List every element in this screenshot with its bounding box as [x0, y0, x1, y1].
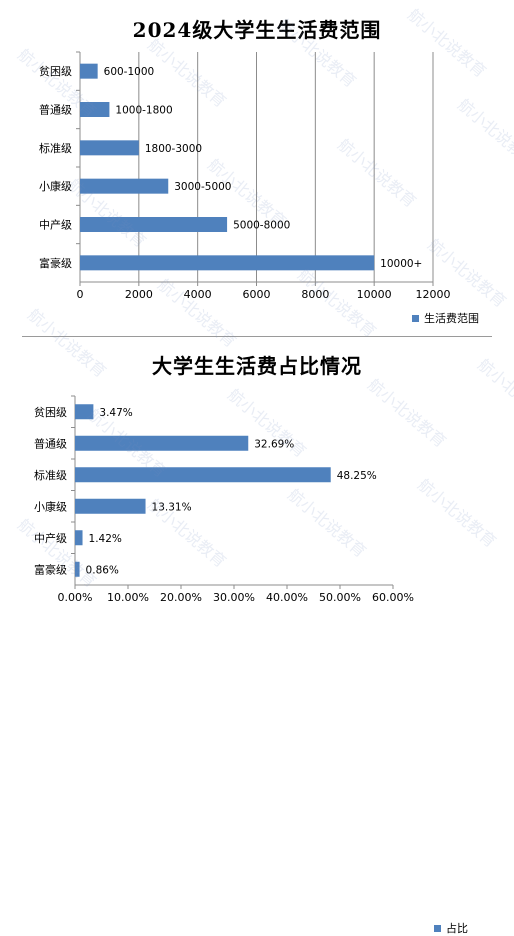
x-tick-label: 30.00%: [213, 591, 255, 604]
x-tick-label: 0.00%: [58, 591, 93, 604]
x-tick-label: 10.00%: [107, 591, 149, 604]
category-label: 标准级: [34, 468, 67, 482]
living-cost-range-plot: 0 2000 4000 6000 8000 10000 12000 贫困级 600-1000 普通…: [39, 51, 451, 301]
category-label: 贫困级: [34, 405, 67, 419]
x-tick-label: 20.00%: [160, 591, 202, 604]
category-label: 富豪级: [39, 256, 72, 270]
x-tick-label: 2000: [125, 288, 153, 301]
data-label: 1.42%: [89, 533, 122, 545]
x-tick-label: 60.00%: [372, 591, 414, 604]
chart-divider: [22, 336, 492, 337]
bar: [75, 404, 94, 420]
data-label: 0.86%: [86, 564, 119, 576]
category-label: 中产级: [34, 531, 67, 545]
data-label: 48.25%: [337, 470, 377, 482]
x-tick-label: 0: [77, 288, 84, 301]
chart-legend: 生活费范围: [412, 310, 479, 326]
data-label: 10000+: [380, 258, 422, 270]
category-label: 标准级: [39, 141, 72, 155]
x-tick-label: 10000: [357, 288, 392, 301]
bar: [80, 217, 228, 232]
x-tick-label: 8000: [301, 288, 329, 301]
x-tick-label: 50.00%: [319, 591, 361, 604]
category-label: 中产级: [39, 218, 72, 232]
category-label: 贫困级: [39, 64, 72, 78]
data-label: 32.69%: [254, 438, 294, 450]
bar: [80, 102, 110, 117]
living-cost-share-chart: 大学生生活费占比情况 0.00% 10.00% 20.00% 30.00% 40.00%…: [0, 342, 514, 935]
category-label: 小康级: [34, 499, 67, 513]
bar: [80, 63, 98, 79]
x-tick-label: 4000: [184, 288, 212, 301]
bar: [80, 255, 375, 271]
category-label: 富豪级: [34, 562, 67, 576]
legend-label: 占比: [446, 922, 468, 935]
x-tick-label: 12000: [416, 288, 451, 301]
bar: [75, 435, 249, 451]
bar: [75, 561, 80, 577]
legend-label: 生活费范围: [424, 312, 479, 325]
bar: [80, 178, 169, 194]
living-cost-share-plot: 0.00% 10.00% 20.00% 30.00% 40.00% 50.00% 60.00…: [34, 395, 414, 604]
category-label: 普通级: [39, 103, 72, 117]
living-cost-range-chart: 2024级大学生生活费范围 0 2000 4000 6000 8000 10000 1200…: [0, 0, 514, 330]
bar: [75, 467, 331, 483]
category-label: 普通级: [34, 436, 67, 450]
legend-swatch: [434, 924, 441, 932]
data-label: 5000-8000: [233, 220, 290, 232]
data-label: 1800-3000: [145, 143, 202, 155]
data-label: 1000-1800: [115, 105, 172, 117]
bar: [75, 530, 83, 546]
bar: [80, 140, 139, 156]
data-label: 3.47%: [99, 407, 132, 419]
chart-legend: 占比: [434, 920, 468, 936]
chart-title: 2024级大学生生活费范围: [132, 18, 382, 42]
legend-swatch: [412, 314, 419, 322]
chart-title: 大学生生活费占比情况: [152, 354, 362, 378]
data-label: 600-1000: [104, 66, 155, 78]
x-tick-label: 6000: [243, 288, 271, 301]
bar: [75, 498, 146, 514]
category-label: 小康级: [39, 179, 72, 193]
data-label: 3000-5000: [174, 181, 231, 193]
data-label: 13.31%: [152, 501, 192, 513]
x-tick-label: 40.00%: [266, 591, 308, 604]
